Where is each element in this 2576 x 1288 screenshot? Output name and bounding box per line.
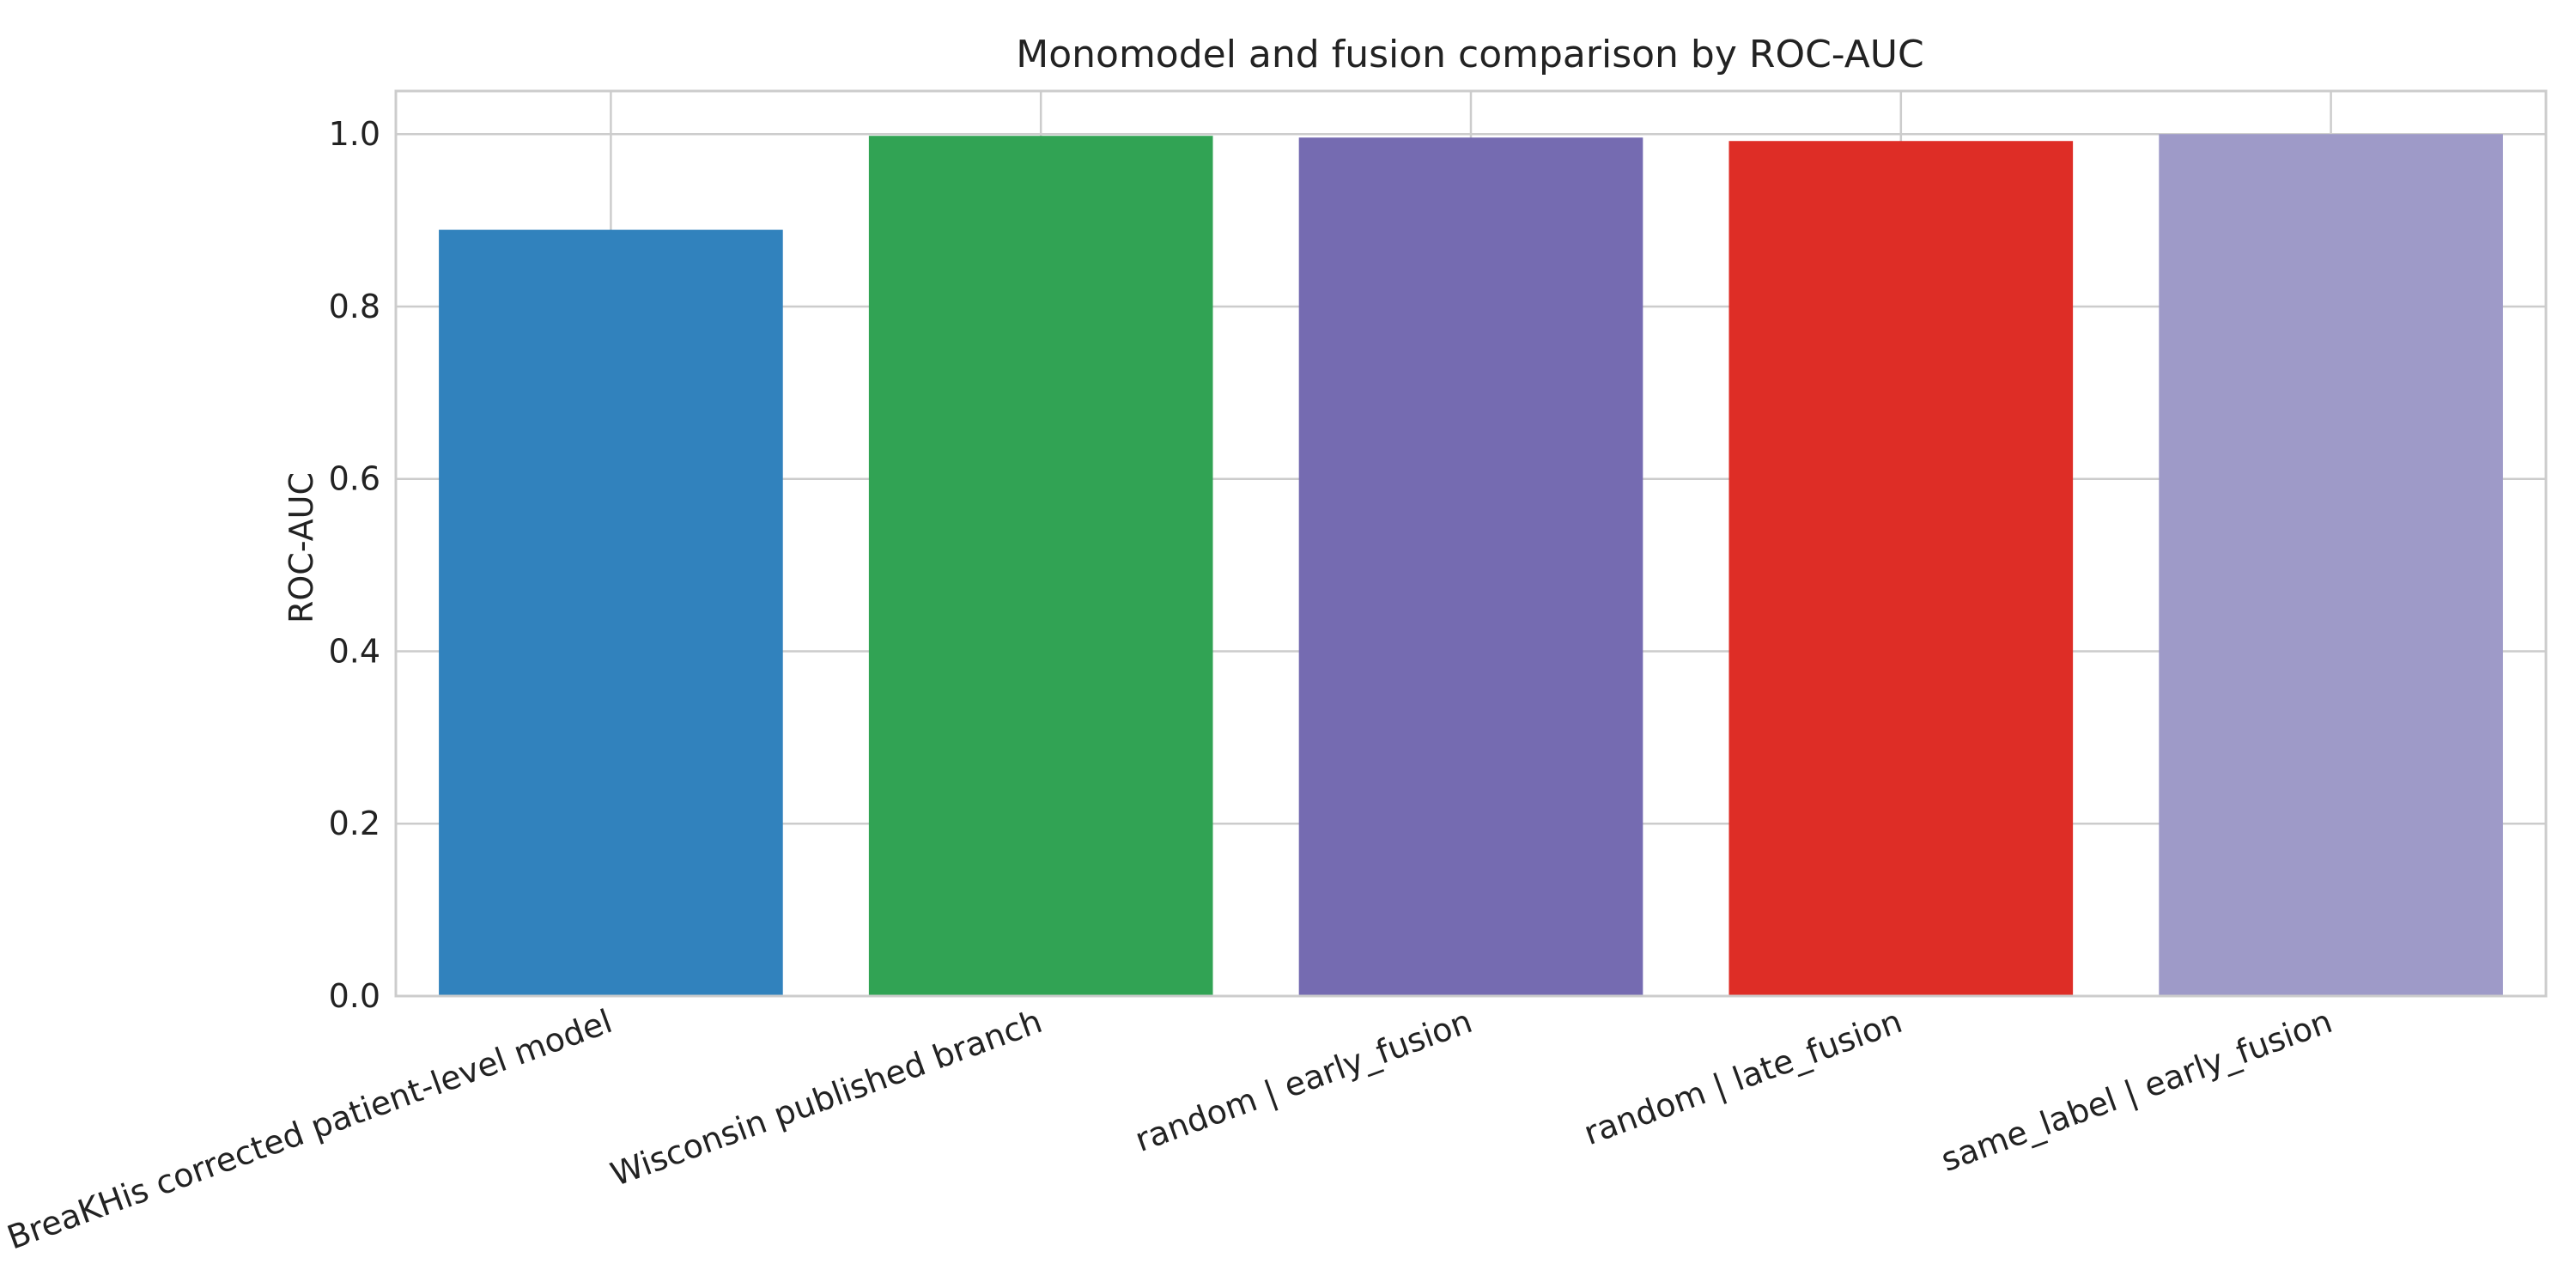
y-tick-label: 0.4 [329,632,380,670]
bar [2159,134,2503,996]
bar [868,136,1213,996]
bar [1298,137,1643,997]
y-tick-label: 0.6 [329,460,380,498]
y-tick-label: 0.8 [329,288,380,325]
bar [1728,141,2074,996]
y-tick-label: 1.0 [329,115,380,153]
y-tick-label: 0.0 [329,977,380,1015]
bar [439,229,783,996]
y-tick-label: 0.2 [329,805,380,842]
plot-frame [394,89,2548,998]
chart-title: Monomodel and fusion comparison by ROC-A… [1016,33,1923,76]
y-axis-label: ROC-AUC [283,472,320,623]
bars [439,134,2503,997]
y-tick-labels: 0.0 0.2 0.4 0.6 0.8 1.0 [329,115,380,1015]
